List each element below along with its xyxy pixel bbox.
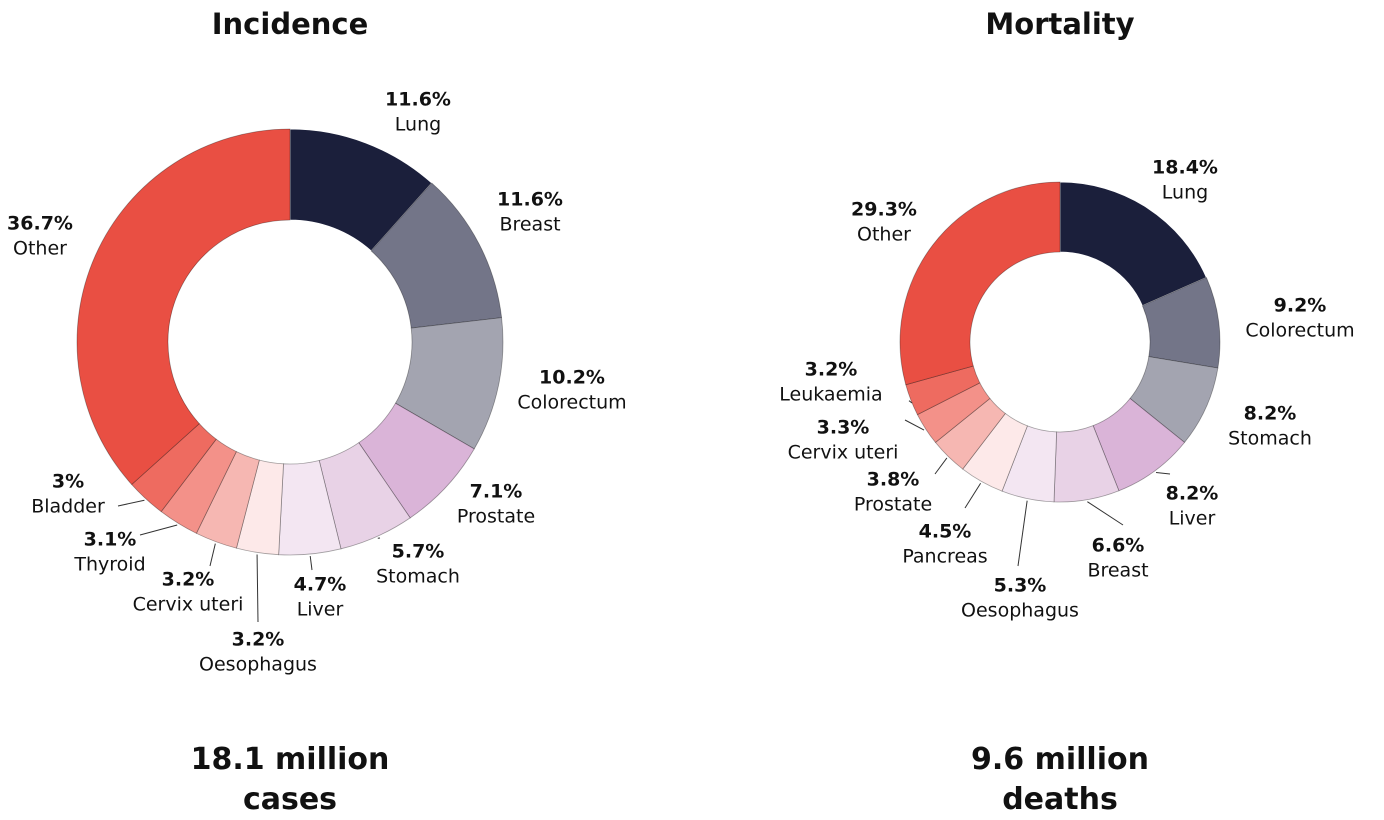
value-label: 9.2%	[1274, 295, 1327, 317]
chart-title: Mortality	[985, 7, 1134, 41]
slice	[77, 129, 290, 484]
category-label: Oesophagus	[199, 654, 317, 676]
value-label: 7.1%	[470, 481, 523, 503]
value-label: 11.6%	[497, 189, 563, 211]
category-label: Stomach	[376, 566, 460, 588]
category-label: Other	[857, 224, 911, 246]
leader-line	[965, 483, 981, 508]
leader-line	[140, 525, 177, 535]
leader-line	[1018, 501, 1027, 566]
category-label: Pancreas	[902, 546, 987, 568]
value-label: 8.2%	[1244, 403, 1297, 425]
category-label: Thyroid	[73, 554, 145, 576]
category-label: Cervix uteri	[788, 442, 899, 464]
category-label: Prostate	[854, 494, 932, 516]
category-label: Cervix uteri	[133, 594, 244, 616]
value-label: 3.2%	[232, 629, 285, 651]
leader-line	[1087, 502, 1123, 525]
category-label: Prostate	[457, 506, 535, 528]
value-label: 5.7%	[392, 541, 445, 563]
caption: 9.6 million deaths	[945, 740, 1175, 820]
value-label: 4.5%	[919, 521, 972, 543]
leader-line	[118, 500, 144, 506]
value-label: 4.7%	[294, 574, 347, 596]
value-label: 3.2%	[162, 569, 215, 591]
value-label: 5.3%	[994, 575, 1047, 597]
category-label: Oesophagus	[961, 600, 1079, 622]
value-label: 3.2%	[805, 359, 858, 381]
value-label: 18.4%	[1152, 157, 1218, 179]
category-label: Lung	[1162, 182, 1208, 204]
value-label: 3.8%	[867, 469, 920, 491]
leader-line	[210, 544, 215, 566]
value-label: 3%	[52, 471, 84, 493]
category-label: Other	[13, 238, 67, 260]
value-label: 3.3%	[817, 417, 870, 439]
category-label: Lung	[395, 114, 441, 136]
value-label: 8.2%	[1166, 483, 1219, 505]
value-label: 29.3%	[851, 199, 917, 221]
category-label: Breast	[1087, 560, 1148, 582]
value-label: 10.2%	[539, 367, 605, 389]
category-label: Breast	[499, 214, 560, 236]
leader-line	[1156, 472, 1170, 474]
caption: 18.1 million cases	[175, 740, 405, 820]
value-label: 6.6%	[1092, 535, 1145, 557]
category-label: Bladder	[31, 496, 105, 518]
category-label: Colorectum	[1245, 320, 1354, 342]
category-label: Leukaemia	[779, 384, 882, 406]
value-label: 11.6%	[385, 89, 451, 111]
category-label: Liver	[297, 599, 344, 621]
leader-line	[935, 458, 947, 474]
value-label: 36.7%	[7, 213, 73, 235]
chart-title: Incidence	[212, 7, 369, 41]
leader-line	[310, 556, 312, 570]
category-label: Stomach	[1228, 428, 1312, 450]
leader-line	[257, 554, 258, 622]
category-label: Colorectum	[517, 392, 626, 414]
value-label: 3.1%	[84, 529, 137, 551]
slice	[900, 182, 1060, 385]
category-label: Liver	[1169, 508, 1216, 530]
